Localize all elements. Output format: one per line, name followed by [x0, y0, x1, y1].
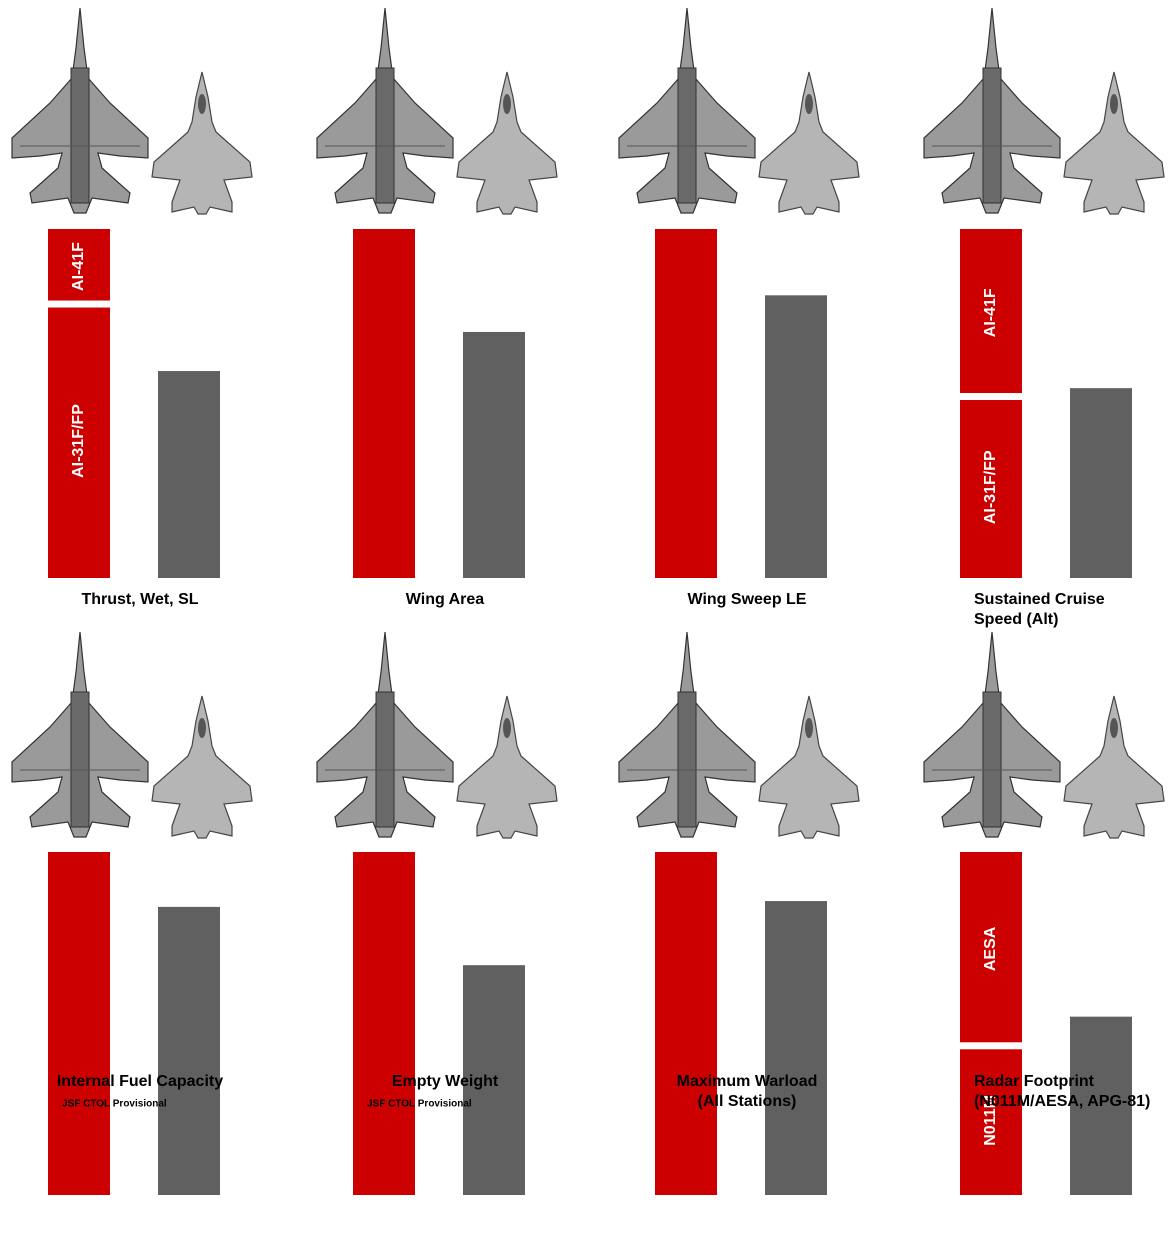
- aircraft-su: [618, 631, 756, 838]
- bar-segment: [463, 965, 525, 1195]
- bar-segment: [960, 1049, 1022, 1195]
- panel-title: Empty Weight: [392, 1073, 499, 1090]
- panel-title: Radar Footprint: [974, 1073, 1095, 1090]
- aircraft-su: [923, 631, 1061, 838]
- panel-title: Sustained Cruise: [974, 591, 1105, 608]
- panel-title: (All Stations): [698, 1093, 797, 1110]
- bar-segment: [1070, 1016, 1132, 1195]
- panel-title: Maximum Warload: [677, 1073, 818, 1090]
- aircraft-f35: [758, 71, 860, 215]
- panel-title: Thrust, Wet, SL: [81, 591, 198, 608]
- bar-segment: [655, 852, 717, 1195]
- aircraft-su: [923, 7, 1061, 214]
- bar-segment: [960, 400, 1022, 578]
- aircraft-f35: [456, 695, 558, 839]
- aircraft-f35: [456, 71, 558, 215]
- bar-segment: [158, 906, 220, 1195]
- bar-segment: [765, 295, 827, 578]
- panel-title: Speed (Alt): [974, 611, 1058, 628]
- bar-segment: [353, 229, 415, 578]
- aircraft-f35: [151, 71, 253, 215]
- panel-title: Wing Sweep LE: [688, 591, 807, 608]
- aircraft-su: [11, 631, 149, 838]
- panel-note: JSF CTOL Provisional: [367, 1099, 472, 1110]
- aircraft-f35: [151, 695, 253, 839]
- bar-segment: [655, 229, 717, 578]
- bar-segment: [960, 852, 1022, 1043]
- panel-title: (N011M/AESA, APG-81): [974, 1093, 1150, 1110]
- bar-segment: [48, 852, 110, 1195]
- aircraft-su: [316, 631, 454, 838]
- segment-label: AI-41F: [70, 242, 87, 291]
- bar-segment: [158, 371, 220, 578]
- bar-segment: [765, 901, 827, 1195]
- aircraft-f35: [1063, 71, 1165, 215]
- bar-segment: [353, 852, 415, 1195]
- panel-title: Internal Fuel Capacity: [57, 1073, 223, 1090]
- bar-segment: [48, 307, 110, 578]
- panel-note: JSF CTOL Provisional: [62, 1099, 167, 1110]
- segment-label: AI-31F/FP: [70, 404, 87, 478]
- bar-segment: [960, 229, 1022, 394]
- segment-label: AESA: [982, 926, 999, 971]
- aircraft-su: [618, 7, 756, 214]
- segment-label: N011M: [982, 1095, 999, 1146]
- aircraft-f35: [1063, 695, 1165, 839]
- segment-label: AI-31F/FP: [982, 450, 999, 524]
- bar-segment: [48, 229, 110, 301]
- bar-segment: [463, 331, 525, 578]
- bar-segment: [1070, 388, 1132, 578]
- aircraft-f35: [758, 695, 860, 839]
- segment-label: AI-41F: [982, 288, 999, 337]
- panel-title: Wing Area: [406, 591, 484, 608]
- aircraft-su: [11, 7, 149, 214]
- aircraft-su: [316, 7, 454, 214]
